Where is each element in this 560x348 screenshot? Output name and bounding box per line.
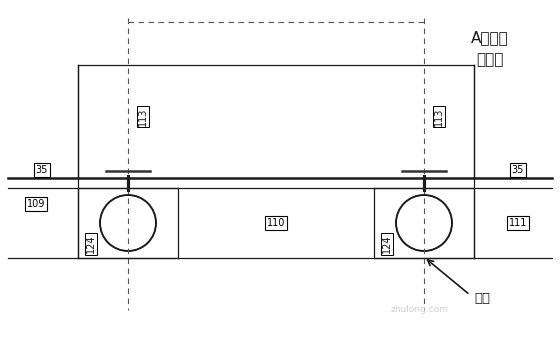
Text: 坡口: 坡口 [474,293,490,306]
Text: 110: 110 [267,218,285,228]
Text: A平面磨: A平面磨 [471,31,509,46]
Text: 光顶紧: 光顶紧 [477,53,503,68]
Text: 111: 111 [509,218,527,228]
Text: 109: 109 [27,199,45,209]
Text: 124: 124 [86,235,96,253]
Text: zhulong.com: zhulong.com [391,306,449,315]
Text: 124: 124 [382,235,392,253]
Text: 35: 35 [36,165,48,175]
Text: 35: 35 [512,165,524,175]
Text: 113: 113 [434,107,444,126]
Text: 113: 113 [138,107,148,126]
